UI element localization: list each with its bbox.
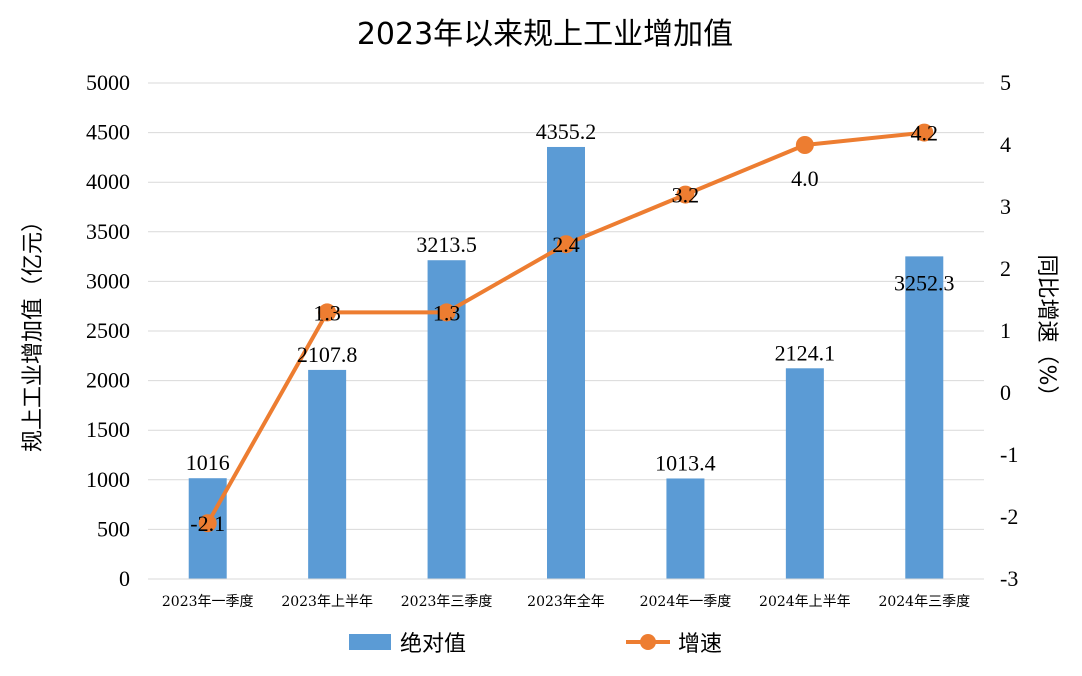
legend-line-marker xyxy=(640,634,656,650)
line-marker xyxy=(915,123,934,142)
line-value-label: 4.2 xyxy=(911,121,939,146)
y-left-tick-label: 5000 xyxy=(86,70,130,95)
data-labels: 1016 2107.8 3213.5 4355.2 1013.4 2124.1 3252.3… xyxy=(186,119,955,536)
bar xyxy=(785,368,824,579)
legend: 绝对值 增速 xyxy=(349,632,722,657)
y-right-tick-label: 0 xyxy=(1000,380,1011,405)
y-right-tick-label: -3 xyxy=(1000,566,1018,591)
y-left-tick-label: 1500 xyxy=(86,417,130,442)
legend-line-label: 增速 xyxy=(678,632,722,657)
legend-bar-swatch xyxy=(349,634,391,650)
y-axis-left: 0 500 1000 1500 2000 2500 3000 3500 4000 4500 5000 xyxy=(86,70,130,591)
line-value-label: 2.4 xyxy=(552,232,580,257)
y-right-tick-label: -2 xyxy=(1000,504,1018,529)
line-value-label: 3.2 xyxy=(672,183,700,208)
y-right-tick-label: -1 xyxy=(1000,442,1018,467)
x-tick-label: 2024年三季度 xyxy=(878,594,970,610)
y-right-tick-label: 4 xyxy=(1000,132,1011,157)
line-value-label: 1.3 xyxy=(313,300,341,325)
y-right-tick-label: 3 xyxy=(1000,194,1011,219)
line-value-label: 1.3 xyxy=(433,300,461,325)
y-right-tick-label: 1 xyxy=(1000,318,1011,343)
y-left-tick-label: 2000 xyxy=(86,368,130,393)
bar-value-label: 3252.3 xyxy=(894,270,955,295)
line-marker xyxy=(795,136,814,154)
line-marker xyxy=(198,514,217,533)
y-right-tick-label: 5 xyxy=(1000,70,1011,95)
y-axis-right-label: 同比增速（%） xyxy=(1034,255,1059,408)
bar-series xyxy=(188,146,944,579)
line-value-label: 4.0 xyxy=(791,166,819,191)
y-left-tick-label: 1000 xyxy=(86,467,130,492)
y-left-tick-label: 2500 xyxy=(86,318,130,343)
x-tick-label: 2023年一季度 xyxy=(162,594,254,610)
x-tick-label: 2023年上半年 xyxy=(281,594,373,610)
y-right-tick-label: 2 xyxy=(1000,256,1011,281)
bar-value-label: 3213.5 xyxy=(416,232,477,257)
y-left-tick-label: 3500 xyxy=(86,219,130,244)
bar-value-label: 1013.4 xyxy=(655,450,716,475)
legend-bar-label: 绝对值 xyxy=(400,632,466,657)
y-axis-left-label: 规上工业增加值（亿元） xyxy=(21,210,46,452)
y-left-tick-label: 500 xyxy=(97,516,130,541)
line-marker xyxy=(437,303,456,322)
bar-value-label: 2107.8 xyxy=(297,342,358,367)
line-marker xyxy=(557,235,575,254)
x-axis: 2023年一季度 2023年上半年 2023年三季度 2023年全年 2024年一季度 2… xyxy=(148,578,984,610)
y-axis-right: -3 -2 -1 0 1 2 3 4 5 xyxy=(1000,70,1018,591)
y-left-tick-label: 4500 xyxy=(86,120,130,145)
x-tick-label: 2023年全年 xyxy=(527,593,605,610)
chart-title: 2023年以来规上工业增加值 xyxy=(357,17,733,52)
x-tick-label: 2024年一季度 xyxy=(640,594,732,610)
line-marker xyxy=(676,185,695,204)
bar xyxy=(547,146,585,579)
bar-value-label: 4355.2 xyxy=(536,119,597,144)
bar xyxy=(308,369,347,579)
bar xyxy=(666,478,705,579)
x-tick-label: 2024年上半年 xyxy=(759,594,851,610)
line-marker xyxy=(318,303,337,322)
y-left-tick-label: 3000 xyxy=(86,268,130,293)
x-tick-label: 2023年三季度 xyxy=(401,594,493,610)
line-value-label: -2.1 xyxy=(190,511,225,536)
bar-value-label: 2124.1 xyxy=(775,340,836,365)
line-series xyxy=(198,123,934,533)
y-left-tick-label: 0 xyxy=(119,566,130,591)
bar-value-label: 1016 xyxy=(186,450,230,475)
bar xyxy=(905,256,944,579)
y-left-tick-label: 4000 xyxy=(86,169,130,194)
